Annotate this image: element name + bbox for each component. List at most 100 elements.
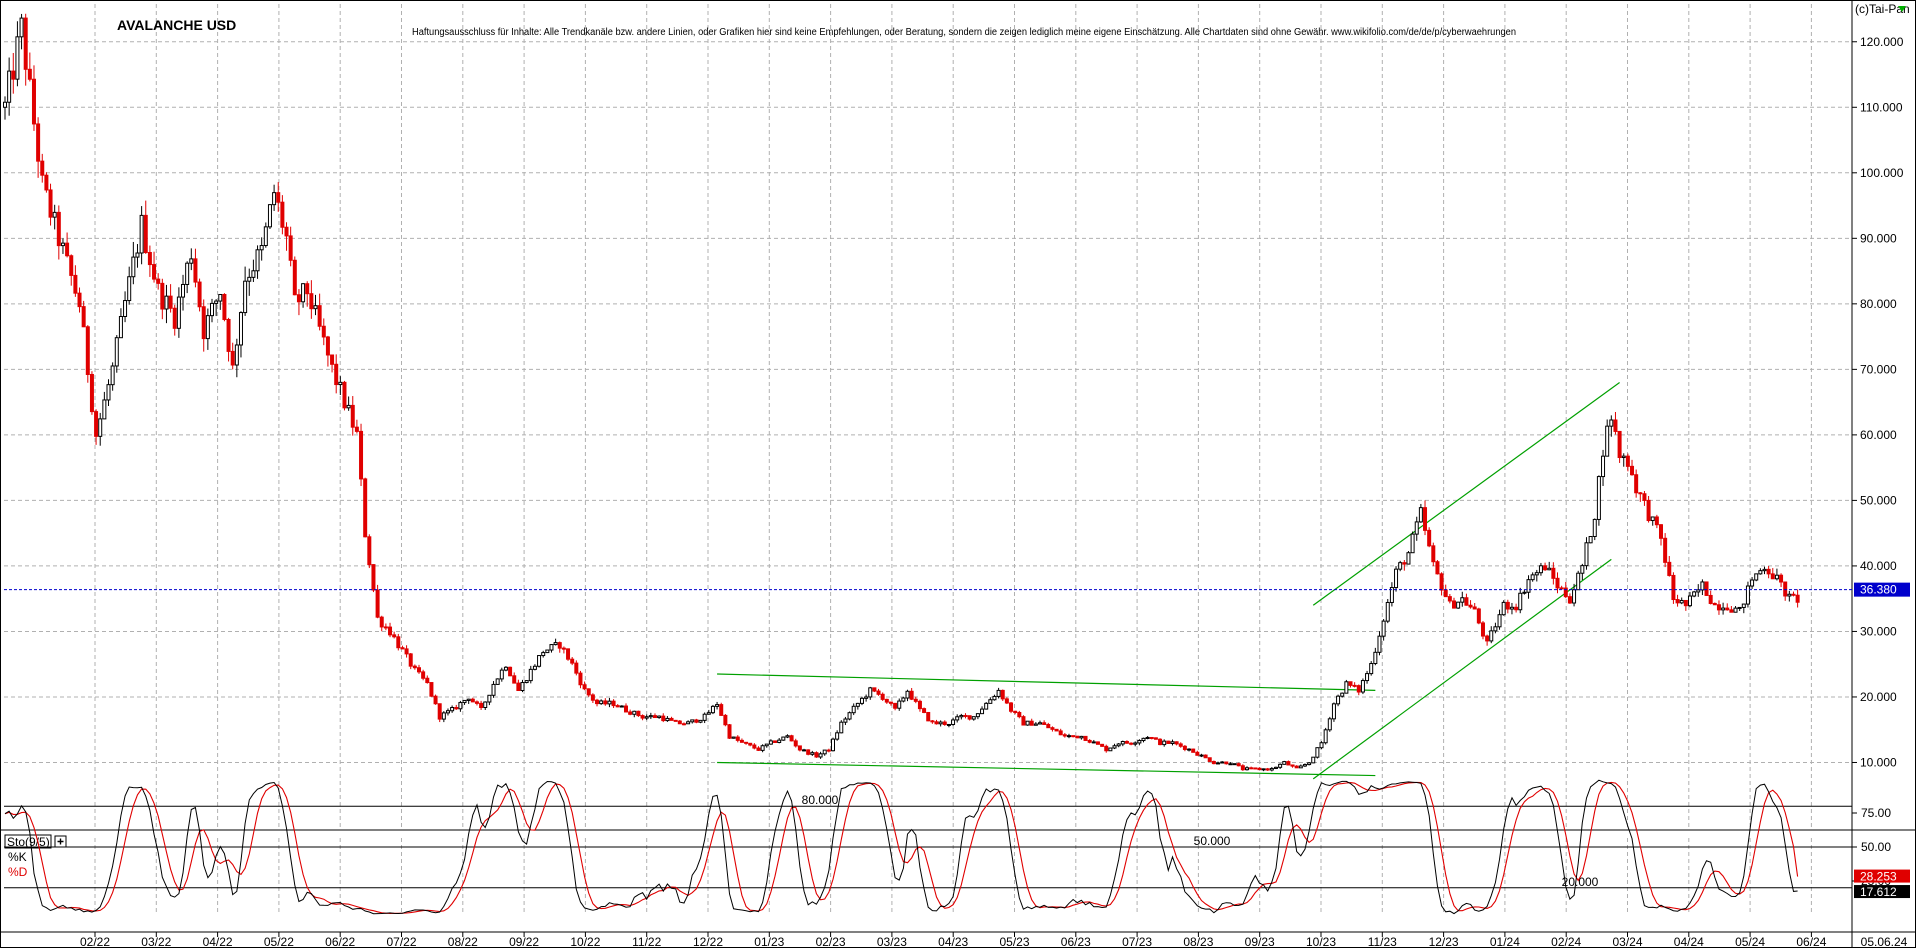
candle-body: [313, 305, 318, 310]
candle-body: [797, 745, 802, 751]
candle-body: [135, 252, 140, 258]
candle-body: [433, 695, 438, 705]
candle-body: [1505, 601, 1510, 610]
candle-body: [437, 703, 442, 720]
candle-body: [1307, 762, 1312, 766]
candle-body: [826, 749, 831, 752]
candle-body: [27, 68, 32, 80]
month-tick-label: 03/23: [877, 935, 907, 948]
month-tick-label: 03/22: [141, 935, 171, 948]
candle-body: [1286, 761, 1291, 766]
candle-body: [1588, 535, 1593, 544]
candle-body: [1423, 507, 1428, 531]
candle-body: [1663, 537, 1668, 563]
candle-body: [392, 634, 397, 638]
candle-body: [48, 189, 53, 218]
candle-body: [483, 701, 488, 709]
candle-body: [106, 384, 111, 401]
candle-body: [1704, 581, 1709, 596]
candle-body: [1675, 599, 1680, 604]
candle-body: [445, 710, 450, 714]
candle-body: [1282, 761, 1287, 765]
candle-body: [1000, 689, 1005, 700]
grid-lines: [4, 4, 1852, 914]
candle-body: [31, 78, 36, 125]
candle-body: [893, 702, 898, 709]
candle-body: [1696, 589, 1701, 593]
candle-body: [719, 704, 724, 716]
candle-body: [1236, 763, 1241, 767]
candle-body: [967, 715, 972, 720]
candle-body: [222, 293, 227, 320]
candle-body: [1646, 499, 1651, 522]
month-tick-label: 04/24: [1674, 935, 1704, 948]
candle-body: [1203, 754, 1208, 759]
candle-body: [1062, 734, 1067, 737]
candle-body: [1605, 425, 1610, 457]
candle-body: [1671, 574, 1676, 601]
candle-body: [516, 682, 521, 692]
candle-body: [234, 344, 239, 366]
candle-body: [1141, 737, 1146, 742]
price-tick-label: 70.000: [1860, 362, 1897, 376]
disclaimer-text: Haftungsausschluss für Inhalte: Alle Tre…: [412, 27, 1516, 38]
candle-body: [1514, 606, 1519, 611]
candle-body: [85, 326, 90, 375]
candle-body: [1563, 587, 1568, 598]
candle-body: [669, 717, 674, 721]
candle-body: [52, 211, 57, 218]
candle-body: [1315, 747, 1320, 758]
month-tick-label: 05/24: [1735, 935, 1765, 948]
candle-body: [280, 201, 285, 228]
candle-body: [1253, 767, 1258, 770]
candle-body: [1178, 743, 1183, 747]
candle-body: [1464, 597, 1469, 606]
candle-body: [267, 204, 272, 228]
candle-body: [1791, 593, 1796, 596]
candle-body: [417, 667, 421, 673]
candle-body: [321, 325, 326, 338]
candle-body: [553, 642, 558, 646]
candle-body: [595, 699, 600, 705]
candle-body: [1787, 593, 1792, 597]
candle-body: [404, 648, 409, 655]
candle-body: [1075, 735, 1080, 739]
chart-title: AVALANCHE USD: [117, 17, 236, 33]
d-last-badge: [1854, 869, 1910, 883]
candle-body: [607, 700, 612, 705]
candle-body: [1336, 695, 1341, 705]
price-tick-label: 60.000: [1860, 428, 1897, 442]
candle-body: [1725, 607, 1730, 611]
candle-body: [396, 636, 401, 649]
candle-body: [147, 252, 152, 266]
candle-body: [1079, 735, 1084, 739]
month-tick-label: 06/22: [325, 935, 355, 948]
candle-body: [1224, 761, 1229, 765]
candle-body: [1770, 573, 1775, 580]
candle-body: [1741, 603, 1746, 608]
candle-body: [3, 101, 7, 108]
candle-body: [806, 749, 811, 755]
candle-body: [1021, 716, 1026, 726]
candle-body: [1174, 741, 1179, 745]
candle-body: [1530, 574, 1535, 581]
month-tick-label: 01/23: [754, 935, 784, 948]
candle-body: [698, 719, 703, 723]
candle-body: [723, 714, 728, 726]
candle-body: [454, 707, 459, 710]
candle-body: [1120, 741, 1125, 745]
candle-body: [1398, 562, 1403, 570]
candle-body: [934, 721, 939, 725]
candle-body: [1737, 606, 1742, 609]
stochastic-label-box[interactable]: [4, 834, 52, 849]
candle-body: [988, 699, 993, 704]
candle-body: [292, 259, 297, 296]
candle-body: [1207, 757, 1212, 762]
candle-body: [1087, 739, 1092, 743]
candle-body: [1389, 587, 1394, 603]
candle-body: [1046, 723, 1051, 729]
candle-body: [284, 226, 289, 237]
candle-body: [305, 283, 310, 295]
candle-body: [855, 702, 860, 707]
candle-body: [744, 741, 749, 744]
